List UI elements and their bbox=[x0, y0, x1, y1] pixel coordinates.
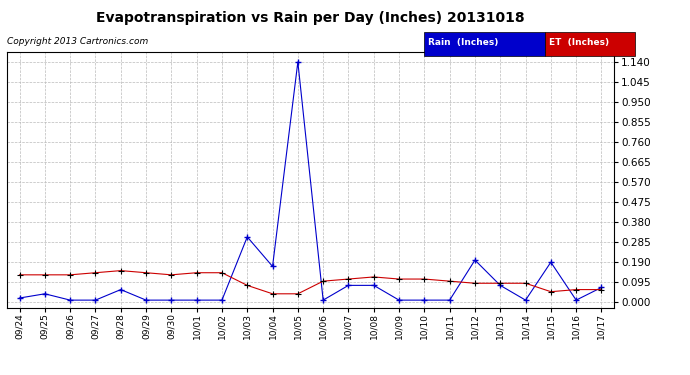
Text: Copyright 2013 Cartronics.com: Copyright 2013 Cartronics.com bbox=[7, 38, 148, 46]
Text: ET  (Inches): ET (Inches) bbox=[549, 38, 609, 47]
Text: Rain  (Inches): Rain (Inches) bbox=[428, 38, 498, 47]
Text: Evapotranspiration vs Rain per Day (Inches) 20131018: Evapotranspiration vs Rain per Day (Inch… bbox=[96, 11, 525, 25]
